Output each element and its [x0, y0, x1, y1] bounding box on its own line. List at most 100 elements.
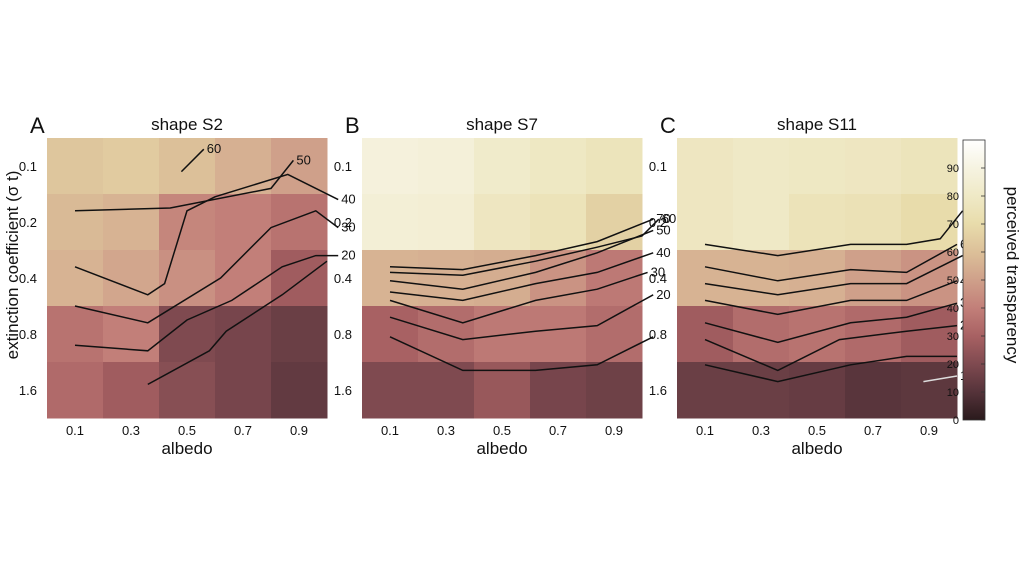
heatmap-cell	[474, 306, 531, 363]
heatmap-cell	[47, 362, 104, 419]
contour-line	[704, 280, 958, 316]
colorbar-label: perceived transparency	[1003, 187, 1022, 364]
y-tick-label: 0.8	[334, 327, 352, 342]
heatmap-cell	[271, 306, 328, 363]
heatmap-cell	[789, 194, 846, 251]
y-tick-label: 0.1	[334, 159, 352, 174]
contour-line	[147, 260, 328, 386]
heatmap-cell	[677, 138, 734, 195]
y-tick-label: 0.2	[334, 215, 352, 230]
y-tick-label: 1.6	[334, 383, 352, 398]
heatmap-cell	[845, 250, 902, 307]
y-tick-label: 1.6	[19, 383, 37, 398]
heatmap-cell	[530, 362, 587, 419]
heatmap-cell	[845, 362, 902, 419]
heatmap-cell	[103, 194, 160, 251]
y-tick-label: 0.8	[649, 327, 667, 342]
colorbar-tick-label: 20	[947, 359, 959, 371]
heatmap-cell	[901, 138, 958, 195]
contour-line	[704, 243, 958, 282]
contour-label: 20	[656, 287, 670, 302]
heatmap-cell	[733, 362, 790, 419]
contour-label: 20	[341, 248, 355, 263]
colorbar-tick-label: 90	[947, 163, 959, 175]
heatmap-cell	[271, 138, 328, 195]
heatmap-cell	[103, 362, 160, 419]
contour-label: 50	[296, 152, 310, 167]
heatmap-cell	[159, 194, 216, 251]
x-tick-label: 0.7	[549, 423, 567, 438]
heatmap-cell	[586, 306, 643, 363]
contour-line	[704, 302, 958, 344]
contour-line	[389, 336, 654, 372]
y-axis-label: extinction coefficient (σ t)	[3, 171, 22, 360]
panel-title: shape S2	[151, 115, 223, 134]
contour-line	[180, 148, 205, 173]
y-tick-label: 1.6	[649, 383, 667, 398]
x-tick-label: 0.9	[290, 423, 308, 438]
heatmap-cell	[159, 362, 216, 419]
colorbar-tick-label: 10	[947, 387, 959, 399]
heatmap-cell	[586, 194, 643, 251]
heatmap-cell	[586, 250, 643, 307]
heatmap-cell	[215, 362, 272, 419]
y-tick-label: 0.1	[19, 159, 37, 174]
heatmap-cell	[362, 362, 419, 419]
colorbar-tick-label: 50	[947, 275, 959, 287]
panel-letter: C	[660, 113, 676, 138]
heatmap-cell	[159, 306, 216, 363]
heatmap-cell	[215, 250, 272, 307]
heatmap-cell	[530, 194, 587, 251]
x-axis-label: albedo	[161, 439, 212, 458]
heatmap-cell	[418, 194, 475, 251]
heatmap-cell	[845, 138, 902, 195]
heatmap-cell	[215, 138, 272, 195]
heatmap-cell	[733, 138, 790, 195]
colorbar-tick-label: 30	[947, 331, 959, 343]
x-tick-label: 0.9	[605, 423, 623, 438]
x-axis-label: albedo	[476, 439, 527, 458]
contour-line	[74, 254, 339, 352]
y-tick-label: 0.8	[19, 327, 37, 342]
contour-line	[389, 252, 654, 302]
heatmap-cell	[677, 194, 734, 251]
heatmap-cell	[474, 250, 531, 307]
contour-label: 40	[341, 192, 355, 207]
heatmap-cell	[418, 138, 475, 195]
heatmap-cell	[362, 250, 419, 307]
contour-line	[389, 229, 654, 290]
y-tick-label: 0.2	[19, 215, 37, 230]
y-tick-label: 0.4	[19, 271, 37, 286]
heatmap-cell	[271, 362, 328, 419]
heatmap-cell	[215, 194, 272, 251]
contour-line	[389, 294, 654, 341]
panel-letter: B	[345, 113, 360, 138]
contour-label: 40	[656, 245, 670, 260]
heatmap-cell	[418, 362, 475, 419]
heatmap-cell	[47, 194, 104, 251]
heatmap-cell	[47, 306, 104, 363]
heatmap-cell	[418, 250, 475, 307]
contour-label: 30	[341, 220, 355, 235]
heatmap-cell	[677, 250, 734, 307]
heatmap-cell	[362, 138, 419, 195]
heatmap-cell	[271, 194, 328, 251]
heatmap-cell	[789, 138, 846, 195]
heatmap-cell	[362, 194, 419, 251]
heatmap-cell	[362, 306, 419, 363]
panel-c: 706050403020100.10.30.50.70.90.10.20.40.…	[649, 113, 980, 458]
x-tick-label: 0.5	[178, 423, 196, 438]
contour-line	[74, 173, 339, 296]
y-tick-label: 0.2	[649, 215, 667, 230]
heatmap-cell	[789, 362, 846, 419]
heatmap-cell	[733, 194, 790, 251]
x-tick-label: 0.9	[920, 423, 938, 438]
contour-line	[704, 210, 964, 257]
contour-line	[704, 355, 957, 383]
x-tick-label: 0.1	[381, 423, 399, 438]
contour-line	[704, 254, 963, 296]
heatmap-cell	[530, 138, 587, 195]
contour-line	[923, 375, 958, 383]
heatmap-cell	[103, 250, 160, 307]
